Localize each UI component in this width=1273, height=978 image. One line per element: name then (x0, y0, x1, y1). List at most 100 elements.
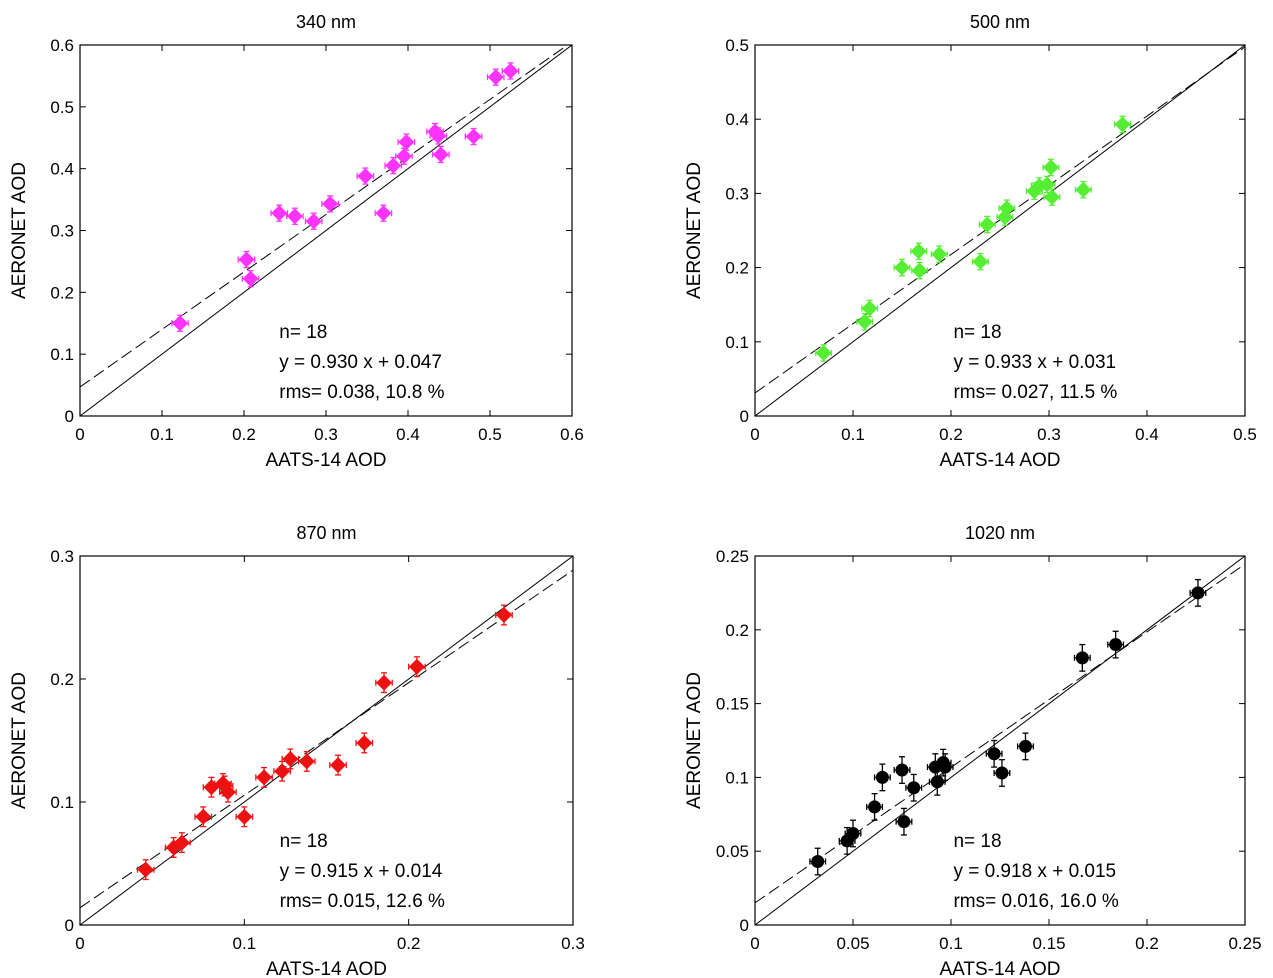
x-tick-label: 0.1 (841, 425, 865, 444)
y-axis-label: AERONET AOD (684, 162, 705, 299)
data-point (195, 808, 212, 825)
x-tick-label: 0.25 (1228, 934, 1261, 953)
stat-fit: y = 0.933 x + 0.031 (953, 352, 1116, 373)
data-point (430, 127, 447, 144)
chart-svg: 1020 nm 0 0.05 0.1 0.15 0.2 0.25 0 0.05 0.1 0.15 0.… (684, 523, 1262, 978)
points-group (171, 62, 520, 332)
x-tick-label: 0.5 (1233, 425, 1257, 444)
data-point (330, 757, 347, 774)
y-tick-label: 0.25 (716, 547, 749, 566)
data-point (1026, 183, 1043, 200)
chart-svg: 500 nm 0 0.1 0.2 0.3 0.4 0.5 0 0.1 0.2 0.3 0.4 0.5 AA… (684, 12, 1257, 471)
y-tick-label: 0.5 (50, 98, 74, 117)
y-axis-label: AERONET AOD (684, 672, 705, 809)
chart-title: 870 nm (296, 523, 356, 543)
data-point (998, 200, 1015, 217)
x-axis-label: AATS-14 AOD (939, 450, 1060, 471)
y-tick-label: 0.15 (716, 695, 749, 714)
y-axis-label: AERONET AOD (9, 162, 30, 299)
data-point (376, 674, 393, 691)
stat-fit: y = 0.918 x + 0.015 (953, 861, 1116, 882)
x-tick-label: 0.2 (939, 425, 963, 444)
fit-line (755, 563, 1245, 904)
y-tick-label: 0.2 (725, 621, 749, 640)
x-tick-label: 0.1 (233, 934, 257, 953)
x-tick-label: 0.6 (560, 425, 584, 444)
data-point (282, 750, 299, 767)
y-tick-label: 0.1 (50, 793, 74, 812)
one-to-one-line (755, 556, 1245, 925)
data-point (1075, 181, 1092, 198)
y-tick-label: 0.4 (725, 110, 749, 129)
data-point (502, 62, 519, 79)
x-tick-label: 0 (750, 934, 759, 953)
data-point (173, 834, 190, 851)
data-point (894, 259, 910, 276)
stat-n: n= 18 (953, 322, 1001, 343)
data-point (137, 861, 154, 878)
data-point (856, 313, 873, 330)
data-point (907, 781, 921, 795)
lines-group (80, 45, 572, 416)
plot-frame (79, 44, 573, 417)
data-point (432, 146, 449, 163)
data-point (395, 148, 412, 165)
data-point (995, 766, 1009, 780)
data-point (271, 205, 288, 222)
y-tick-label: 0.3 (725, 184, 749, 203)
x-tick-label: 0.4 (396, 425, 420, 444)
data-point (996, 209, 1013, 226)
y-tick-label: 0 (65, 916, 74, 935)
data-point (385, 157, 402, 174)
data-point (875, 770, 889, 784)
x-axis-label: AATS-14 AOD (939, 959, 1060, 978)
data-point (236, 808, 253, 825)
data-point (846, 826, 860, 840)
points-group (815, 115, 1131, 362)
x-tick-label: 0.15 (1032, 934, 1065, 953)
data-point (930, 775, 944, 789)
data-point (305, 213, 322, 230)
one-to-one-line (80, 556, 573, 925)
y-tick-label: 0.05 (716, 842, 749, 861)
data-point (495, 607, 512, 624)
data-point (172, 315, 189, 332)
y-tick-label: 0.3 (50, 547, 74, 566)
data-point (238, 251, 255, 268)
chart-title: 500 nm (970, 12, 1030, 32)
x-tick-label: 0 (75, 425, 84, 444)
x-tick-label: 0.2 (232, 425, 256, 444)
data-point (979, 216, 996, 233)
y-tick-label: 0.1 (50, 345, 74, 364)
data-point (298, 753, 315, 770)
data-point (911, 262, 928, 279)
data-point (465, 128, 482, 145)
data-point (1039, 176, 1056, 193)
stat-n: n= 18 (279, 322, 327, 343)
data-point (815, 344, 832, 361)
data-point (1042, 159, 1059, 176)
y-tick-label: 0.2 (50, 670, 74, 689)
data-point (938, 760, 952, 774)
stat-fit: y = 0.915 x + 0.014 (280, 861, 443, 882)
stat-rms: rms= 0.038, 10.8 % (279, 382, 444, 403)
data-point (811, 855, 825, 869)
x-tick-label: 0.2 (397, 934, 421, 953)
panel-870nm: 870 nm 0 0.1 0.2 0.3 0 0.1 0.2 0.3 AATS-14 AOD AER… (0, 489, 640, 978)
y-tick-label: 0.2 (50, 283, 74, 302)
data-point (398, 134, 415, 151)
data-point (356, 734, 373, 751)
lines-group (755, 556, 1245, 925)
stat-n: n= 18 (280, 831, 328, 852)
one-to-one-line (80, 45, 572, 416)
chart-svg: 340 nm 0 0.1 0.2 0.3 0.4 0.5 0.6 0 0.1 0.2 0.3 0.4 0.… (9, 12, 584, 471)
y-tick-label: 0.4 (50, 160, 74, 179)
y-tick-label: 0 (740, 407, 749, 426)
y-tick-label: 0.1 (725, 333, 749, 352)
y-tick-label: 0.5 (725, 36, 749, 55)
y-axis-label: AERONET AOD (9, 672, 30, 809)
x-tick-label: 0.2 (1135, 934, 1159, 953)
stat-n: n= 18 (953, 831, 1001, 852)
data-point (274, 763, 291, 780)
